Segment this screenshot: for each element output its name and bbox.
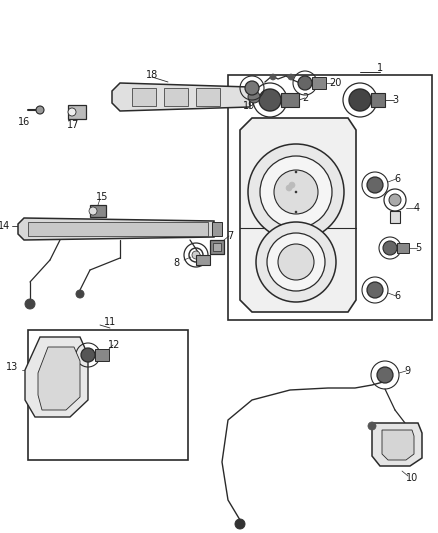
Circle shape [274,170,318,214]
Text: 5: 5 [415,243,421,253]
Circle shape [278,244,314,280]
Circle shape [367,282,383,298]
Circle shape [259,89,281,111]
Text: 13: 13 [6,362,18,372]
Bar [228,75,432,320]
Bar [281,93,299,107]
Circle shape [270,74,276,80]
Circle shape [295,211,297,213]
Bar [132,88,156,106]
Circle shape [349,89,371,111]
Circle shape [267,233,325,291]
Bar [164,88,188,106]
Text: 6: 6 [394,291,400,301]
Circle shape [192,251,200,259]
Circle shape [81,348,95,362]
Circle shape [235,519,245,529]
Text: 3: 3 [392,95,398,105]
Polygon shape [18,218,214,240]
Circle shape [286,185,292,191]
Bar [212,222,222,236]
Bar [312,77,326,89]
Polygon shape [372,423,422,466]
Bar [68,105,86,119]
Text: 19: 19 [243,101,255,111]
Bar [196,255,210,265]
Circle shape [89,207,97,215]
Text: 17: 17 [67,120,79,130]
Circle shape [68,108,76,116]
Bar [196,88,220,106]
Circle shape [377,367,393,383]
Bar [397,243,409,253]
Circle shape [245,81,259,95]
Circle shape [36,106,44,114]
Circle shape [76,290,84,298]
Text: 16: 16 [18,117,30,127]
Polygon shape [240,118,356,312]
Text: 7: 7 [227,231,233,241]
Circle shape [298,76,312,90]
Text: 11: 11 [104,317,116,327]
Circle shape [289,182,295,188]
Circle shape [256,222,336,302]
Circle shape [260,156,332,228]
Circle shape [389,194,401,206]
Bar [28,222,208,236]
Circle shape [248,91,260,103]
Text: 8: 8 [173,258,179,268]
Circle shape [248,144,344,240]
Bar [371,93,385,107]
Circle shape [368,422,376,430]
Circle shape [367,177,383,193]
Text: 9: 9 [404,366,410,376]
Text: 1: 1 [377,63,383,73]
Text: 4: 4 [414,203,420,213]
Circle shape [383,241,397,255]
Circle shape [25,299,35,309]
Text: 6: 6 [394,174,400,184]
Text: 14: 14 [0,221,10,231]
Text: 2: 2 [302,93,308,103]
Text: 15: 15 [96,192,108,202]
Circle shape [288,74,294,80]
Bar [390,211,400,223]
Circle shape [295,171,297,173]
Text: 10: 10 [406,473,418,483]
Bar [28,330,188,460]
Polygon shape [38,347,80,410]
Polygon shape [382,430,414,460]
Bar [210,240,224,254]
Bar [213,243,221,251]
Text: 20: 20 [329,78,341,88]
Circle shape [295,191,297,193]
Polygon shape [25,337,88,417]
Text: 18: 18 [146,70,158,80]
Bar [90,205,106,217]
Polygon shape [112,83,250,111]
Bar [95,349,109,361]
Text: 12: 12 [108,340,120,350]
